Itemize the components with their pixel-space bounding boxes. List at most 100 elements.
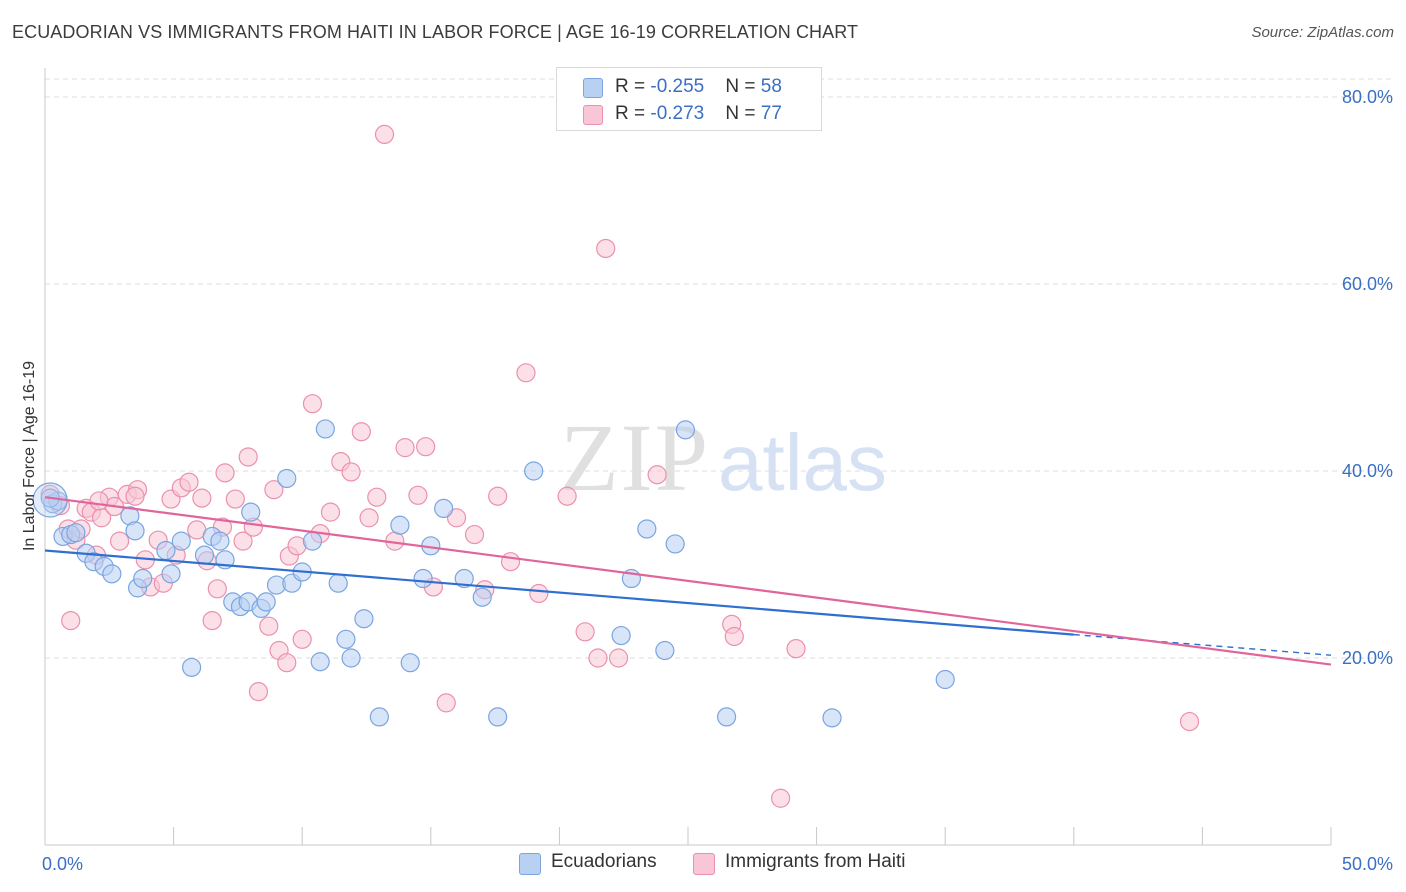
ecuadorian-point — [133, 568, 153, 589]
r-label: R = — [615, 103, 651, 124]
ecuadorian-point — [611, 625, 631, 646]
ecuadorian-point — [472, 587, 492, 607]
ecuadorian-point — [413, 568, 433, 589]
haiti-point — [302, 394, 323, 414]
ecuadorian-point — [302, 531, 323, 551]
ecuadorian-point — [66, 523, 86, 543]
ecuadorian-point — [125, 521, 145, 541]
n-value: 77 — [760, 103, 782, 124]
y-axis-label: In Labor Force | Age 16-19 — [21, 361, 38, 551]
ecuadorian-point — [369, 707, 389, 727]
ecuadorian-point — [400, 653, 420, 673]
haiti-point — [359, 508, 379, 528]
ecuadorian-point — [161, 564, 181, 584]
haiti-point — [588, 648, 608, 668]
ecuadorian-point — [341, 648, 361, 668]
trend-line-ecuadorians-extension — [1073, 633, 1332, 656]
ecuadorian-point — [315, 419, 335, 439]
haiti-point — [125, 486, 145, 506]
trend-line-haiti — [44, 496, 1332, 666]
haiti-point — [202, 610, 222, 631]
haiti-point — [464, 524, 485, 545]
haiti-point — [367, 487, 387, 507]
haiti-point — [233, 531, 253, 551]
ecuadorian-point — [524, 461, 544, 481]
ecuadorian-point — [935, 669, 955, 690]
ecuadorian-point — [390, 515, 410, 535]
y-tick-label: 20.0% — [1342, 648, 1393, 668]
haiti-point — [1179, 711, 1200, 732]
haiti-point — [395, 438, 415, 458]
haiti-point — [529, 583, 549, 604]
ecuadorian-point — [182, 657, 202, 677]
haiti-point — [596, 238, 616, 259]
legend-label: Immigrants from Haiti — [725, 851, 906, 872]
legend-label: Ecuadorians — [551, 851, 657, 872]
haiti-point — [341, 462, 361, 482]
ecuadorian-point — [716, 707, 737, 727]
ecuadorian-point — [488, 707, 508, 727]
ecuadorian-point — [210, 531, 230, 551]
haiti-point — [61, 610, 81, 631]
watermark: ZIP atlas — [560, 404, 887, 511]
haiti-point — [416, 437, 436, 457]
axes — [44, 68, 1332, 846]
haiti-point — [446, 508, 467, 528]
ecuadorian-point — [336, 629, 356, 649]
y-tick-label: 60.0% — [1342, 274, 1393, 294]
trend-line-ecuadorians — [44, 549, 1074, 636]
haiti-point — [500, 552, 521, 572]
ecuadorian-point — [675, 420, 696, 440]
r-value: -0.273 — [650, 103, 705, 124]
swatch-blue-icon — [583, 78, 603, 98]
haiti-point — [248, 682, 269, 702]
ecuadorian-point — [171, 531, 191, 551]
ecuadorian-point — [241, 502, 261, 522]
haiti-point — [488, 486, 508, 506]
ecuadorian-point — [637, 519, 657, 539]
haiti-point — [215, 463, 235, 483]
haiti-point — [264, 480, 284, 500]
ecuadorian-point — [354, 609, 374, 629]
chart-title: ECUADORIAN VS IMMIGRANTS FROM HAITI IN L… — [12, 22, 859, 42]
haiti-point — [109, 531, 130, 551]
haiti-point — [192, 488, 212, 508]
haiti-point — [179, 472, 199, 492]
n-label: N = — [725, 103, 761, 124]
haiti-point — [259, 616, 279, 636]
haiti-point — [770, 788, 791, 808]
haiti-point — [89, 491, 109, 511]
source-label: Source: ZipAtlas.com — [1251, 24, 1394, 41]
y-tick-label: 80.0% — [1342, 87, 1393, 107]
stats-legend: R = -0.255 N = 58 R = -0.273 N = 77 — [556, 67, 822, 131]
haiti-point — [207, 579, 227, 599]
tick-labels: 20.0% 40.0% 60.0% 80.0% 0.0% 50.0% — [42, 87, 1393, 874]
haiti-point — [647, 465, 667, 485]
ecuadorian-point — [194, 545, 215, 565]
swatch-blue-icon — [519, 853, 541, 875]
n-value: 58 — [760, 76, 782, 97]
ecuadorian-point — [665, 534, 685, 554]
swatch-pink-icon — [583, 105, 603, 125]
haiti-point — [575, 622, 595, 642]
haiti-point — [320, 502, 341, 522]
ecuadorian-point — [655, 640, 675, 661]
watermark-zip: ZIP — [560, 404, 710, 511]
x-tick-label: 50.0% — [1342, 854, 1393, 874]
haiti-point — [516, 363, 536, 383]
haiti-point — [277, 653, 297, 673]
watermark-atlas: atlas — [718, 418, 887, 507]
ecuadorian-point — [256, 592, 276, 612]
series-legend: Ecuadorians Immigrants from Haiti — [0, 851, 1406, 877]
y-tick-label: 40.0% — [1342, 461, 1393, 481]
ecuadorian-point — [328, 573, 348, 593]
haiti-point — [608, 648, 629, 668]
haiti-point — [436, 693, 456, 713]
ecuadorian-point — [310, 652, 330, 672]
haiti-point — [724, 626, 744, 647]
haiti-point — [374, 124, 395, 144]
x-tick-label: 0.0% — [42, 854, 83, 874]
n-label: N = — [725, 76, 761, 97]
ecuadorian-point — [102, 564, 122, 584]
